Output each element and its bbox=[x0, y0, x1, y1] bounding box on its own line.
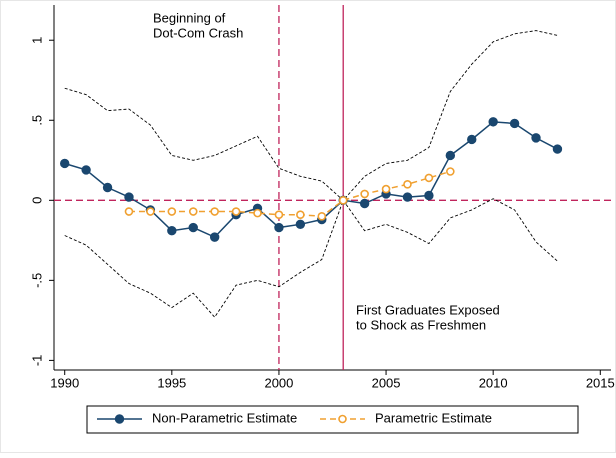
data-point bbox=[317, 212, 327, 221]
data-point bbox=[402, 192, 413, 202]
data-point bbox=[296, 210, 305, 220]
data-point bbox=[210, 207, 219, 216]
data-point bbox=[60, 158, 70, 169]
y-tick-label: 0 bbox=[29, 197, 44, 204]
y-tick-label: -.5 bbox=[29, 273, 44, 288]
data-point bbox=[295, 219, 306, 230]
legend-marker bbox=[114, 414, 125, 424]
legend-marker bbox=[338, 414, 347, 424]
annotation: to Shock as Freshmen bbox=[356, 317, 486, 332]
data-point bbox=[253, 208, 262, 218]
legend-label: Parametric Estimate bbox=[375, 410, 492, 425]
annotation: First Graduates Exposed bbox=[356, 302, 500, 317]
x-tick-label: 2000 bbox=[264, 375, 293, 390]
data-point bbox=[338, 196, 348, 205]
y-tick-label: 1 bbox=[29, 37, 44, 44]
x-tick-label: 1995 bbox=[157, 375, 186, 390]
data-point bbox=[188, 207, 198, 216]
x-tick-label: 2015 bbox=[586, 375, 615, 390]
data-point bbox=[509, 118, 520, 129]
data-point bbox=[81, 165, 91, 175]
data-point bbox=[146, 207, 155, 216]
data-point bbox=[124, 207, 134, 216]
data-point bbox=[424, 173, 434, 183]
data-point bbox=[124, 192, 134, 202]
data-point bbox=[274, 210, 284, 220]
data-point bbox=[231, 207, 241, 216]
annotation: Beginning of bbox=[153, 10, 226, 25]
data-point bbox=[167, 207, 177, 216]
data-point bbox=[446, 167, 455, 176]
x-tick-label: 2010 bbox=[479, 375, 508, 390]
data-point bbox=[381, 184, 391, 194]
data-point bbox=[552, 144, 563, 154]
data-point bbox=[467, 134, 477, 145]
data-point bbox=[102, 182, 113, 193]
annotation: Dot-Com Crash bbox=[153, 25, 243, 40]
data-point bbox=[209, 232, 220, 242]
data-point bbox=[403, 179, 412, 189]
data-point bbox=[274, 222, 284, 233]
data-point bbox=[488, 117, 498, 127]
confidence-line bbox=[64, 198, 558, 318]
data-point bbox=[167, 226, 177, 236]
x-tick-label: 1990 bbox=[50, 375, 79, 390]
confidence-line bbox=[64, 30, 558, 201]
x-tick-label: 2005 bbox=[372, 375, 401, 390]
series-line bbox=[128, 170, 451, 218]
data-point bbox=[531, 133, 541, 143]
legend-label: Non-Parametric Estimate bbox=[152, 410, 297, 425]
data-point bbox=[188, 222, 198, 233]
data-point bbox=[360, 189, 369, 199]
data-point bbox=[359, 198, 370, 209]
y-tick-label: .5 bbox=[29, 115, 44, 126]
y-tick-label: -1 bbox=[29, 355, 44, 367]
data-point bbox=[445, 150, 456, 161]
data-point bbox=[424, 190, 434, 201]
